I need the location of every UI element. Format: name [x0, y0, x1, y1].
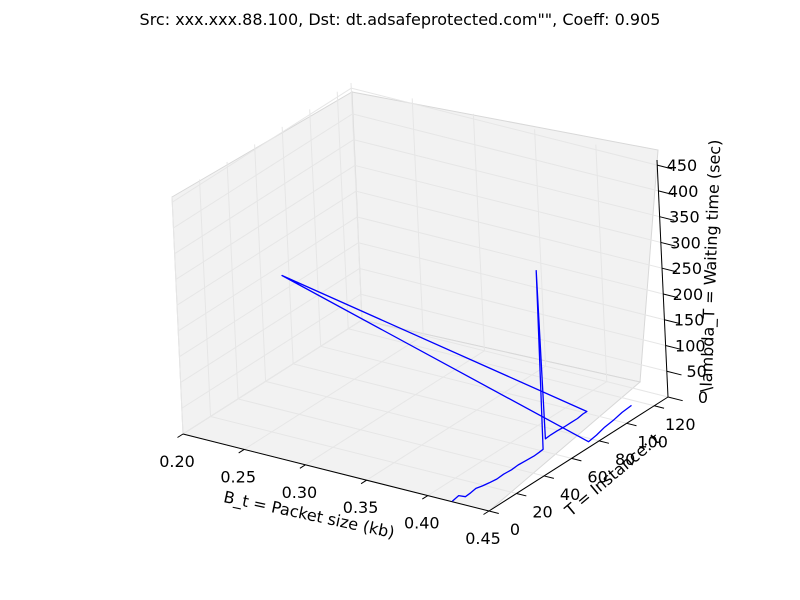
left-wall-grid-line [171, 87, 352, 203]
y-tick-label: 0 [510, 520, 520, 539]
z-tick-mark [659, 216, 675, 221]
z-tick-label: 150 [674, 311, 705, 330]
y-tick-mark [516, 492, 527, 497]
left-wall-grid-line [199, 179, 212, 417]
floor-grid-line [366, 365, 546, 481]
x-tick-mark [422, 495, 429, 500]
back-wall-grid-line [353, 139, 660, 218]
y-tick-mark [626, 422, 637, 427]
back-wall-grid-line [360, 293, 667, 372]
series-layer [281, 270, 632, 502]
z-tick-label: 350 [669, 208, 700, 227]
x-tick-label: 0.45 [465, 529, 501, 548]
x-tick-label: 0.40 [404, 514, 440, 533]
y-tick-label: 60 [587, 467, 607, 486]
x-tick-mark [177, 433, 184, 438]
z-tick-mark [658, 190, 674, 196]
back-wall-grid-line [411, 98, 424, 336]
z-tick-label: 0 [698, 388, 708, 407]
z-axis-line [656, 159, 669, 398]
y-tick-mark [488, 510, 499, 514]
left-wall-grid-line [173, 113, 353, 229]
y-tick-label: 20 [532, 502, 552, 521]
z-tick-mark [657, 164, 673, 170]
back-wall-grid-line [595, 144, 608, 382]
chart-title: Src: xxx.xxx.88.100, Dst: dt.adsafeprote… [140, 10, 661, 29]
x-tick-label: 0.25 [220, 467, 256, 486]
back-wall-grid-line [354, 164, 661, 243]
left-wall-grid-line [182, 319, 363, 435]
back-wall-grid-line [350, 82, 363, 321]
z-tick-mark [664, 319, 680, 324]
z-tick-label: 400 [668, 182, 699, 201]
x-tick-label: 0.35 [343, 498, 379, 517]
floor-grid-line [348, 328, 655, 407]
back-wall-grid-line [357, 216, 664, 295]
left-wall-grid-line [175, 165, 356, 280]
floor-grid-line [243, 334, 424, 450]
left-wall-grid-line [226, 161, 239, 399]
z-tick-label: 250 [671, 259, 702, 278]
left-wall-grid-line [254, 144, 267, 382]
left-wall-grid-line [309, 109, 322, 347]
x-tick-mark [238, 448, 245, 454]
y-tick-label: 40 [560, 485, 580, 504]
back-wall-grid-line [355, 190, 663, 269]
y-tick-label: 80 [615, 450, 635, 469]
z-tick-label: 200 [673, 285, 704, 304]
z-tick-mark [665, 344, 681, 350]
x-tick-mark [483, 510, 490, 515]
y-tick-mark [543, 475, 554, 479]
z-tick-mark [660, 241, 676, 247]
back-wall-grid-line [472, 113, 485, 351]
x-tick-mark [360, 479, 367, 485]
back-wall-grid-line [358, 242, 665, 321]
back-wall-grid-line [534, 129, 547, 367]
x-axis-line [182, 433, 490, 512]
z-tick-label: 450 [667, 156, 698, 175]
y-tick-mark [599, 440, 610, 444]
axes [177, 159, 683, 515]
floor-grid-line [265, 380, 572, 459]
y-tick-label: 120 [665, 415, 696, 434]
back-wall-grid-line [359, 267, 666, 346]
z-tick-label: 300 [670, 233, 701, 252]
z-tick-label: 100 [675, 336, 706, 355]
x-tick-label: 0.20 [159, 452, 195, 471]
left-wall-grid-line [180, 268, 360, 383]
z-tick-mark [661, 267, 677, 273]
left-wall-grid-line [171, 196, 184, 435]
left-wall-grid-line [181, 293, 362, 409]
floor-grid-line [237, 398, 545, 477]
z-tick-mark [667, 396, 683, 402]
floor-grid-line [320, 345, 627, 424]
z-tick-mark [666, 370, 682, 376]
floor-grid-line [293, 363, 600, 442]
left-wall-grid-line [176, 190, 357, 306]
x-tick-mark [299, 464, 306, 469]
left-wall-grid-line [179, 242, 359, 358]
floor-grid-line [210, 415, 517, 494]
back-wall-grid-line [361, 319, 669, 398]
y-axis-label: T = Instance: t [560, 430, 663, 521]
left-wall-grid-line [177, 216, 358, 332]
floor-grid-line [427, 381, 608, 497]
x-tick-label: 0.30 [282, 483, 318, 502]
y-tick-mark [654, 405, 665, 409]
y-tick-mark [571, 457, 582, 462]
left-wall-grid-line [281, 126, 294, 364]
tick-labels: 0.200.250.300.350.400.45 0204060801001200… [159, 156, 708, 548]
series-line [281, 270, 632, 502]
z-tick-label: 50 [686, 362, 706, 381]
y-axis-line [488, 396, 669, 512]
left-wall-grid-line [336, 91, 349, 329]
back-wall-grid-line [352, 113, 659, 192]
z-tick-mark [663, 293, 679, 299]
z-axis-label: \lambda_T = Waiting time (sec) [697, 139, 726, 392]
left-wall-grid-line [174, 139, 354, 255]
y-tick-label: 100 [637, 432, 668, 451]
back-wall-grid-line [351, 87, 658, 166]
